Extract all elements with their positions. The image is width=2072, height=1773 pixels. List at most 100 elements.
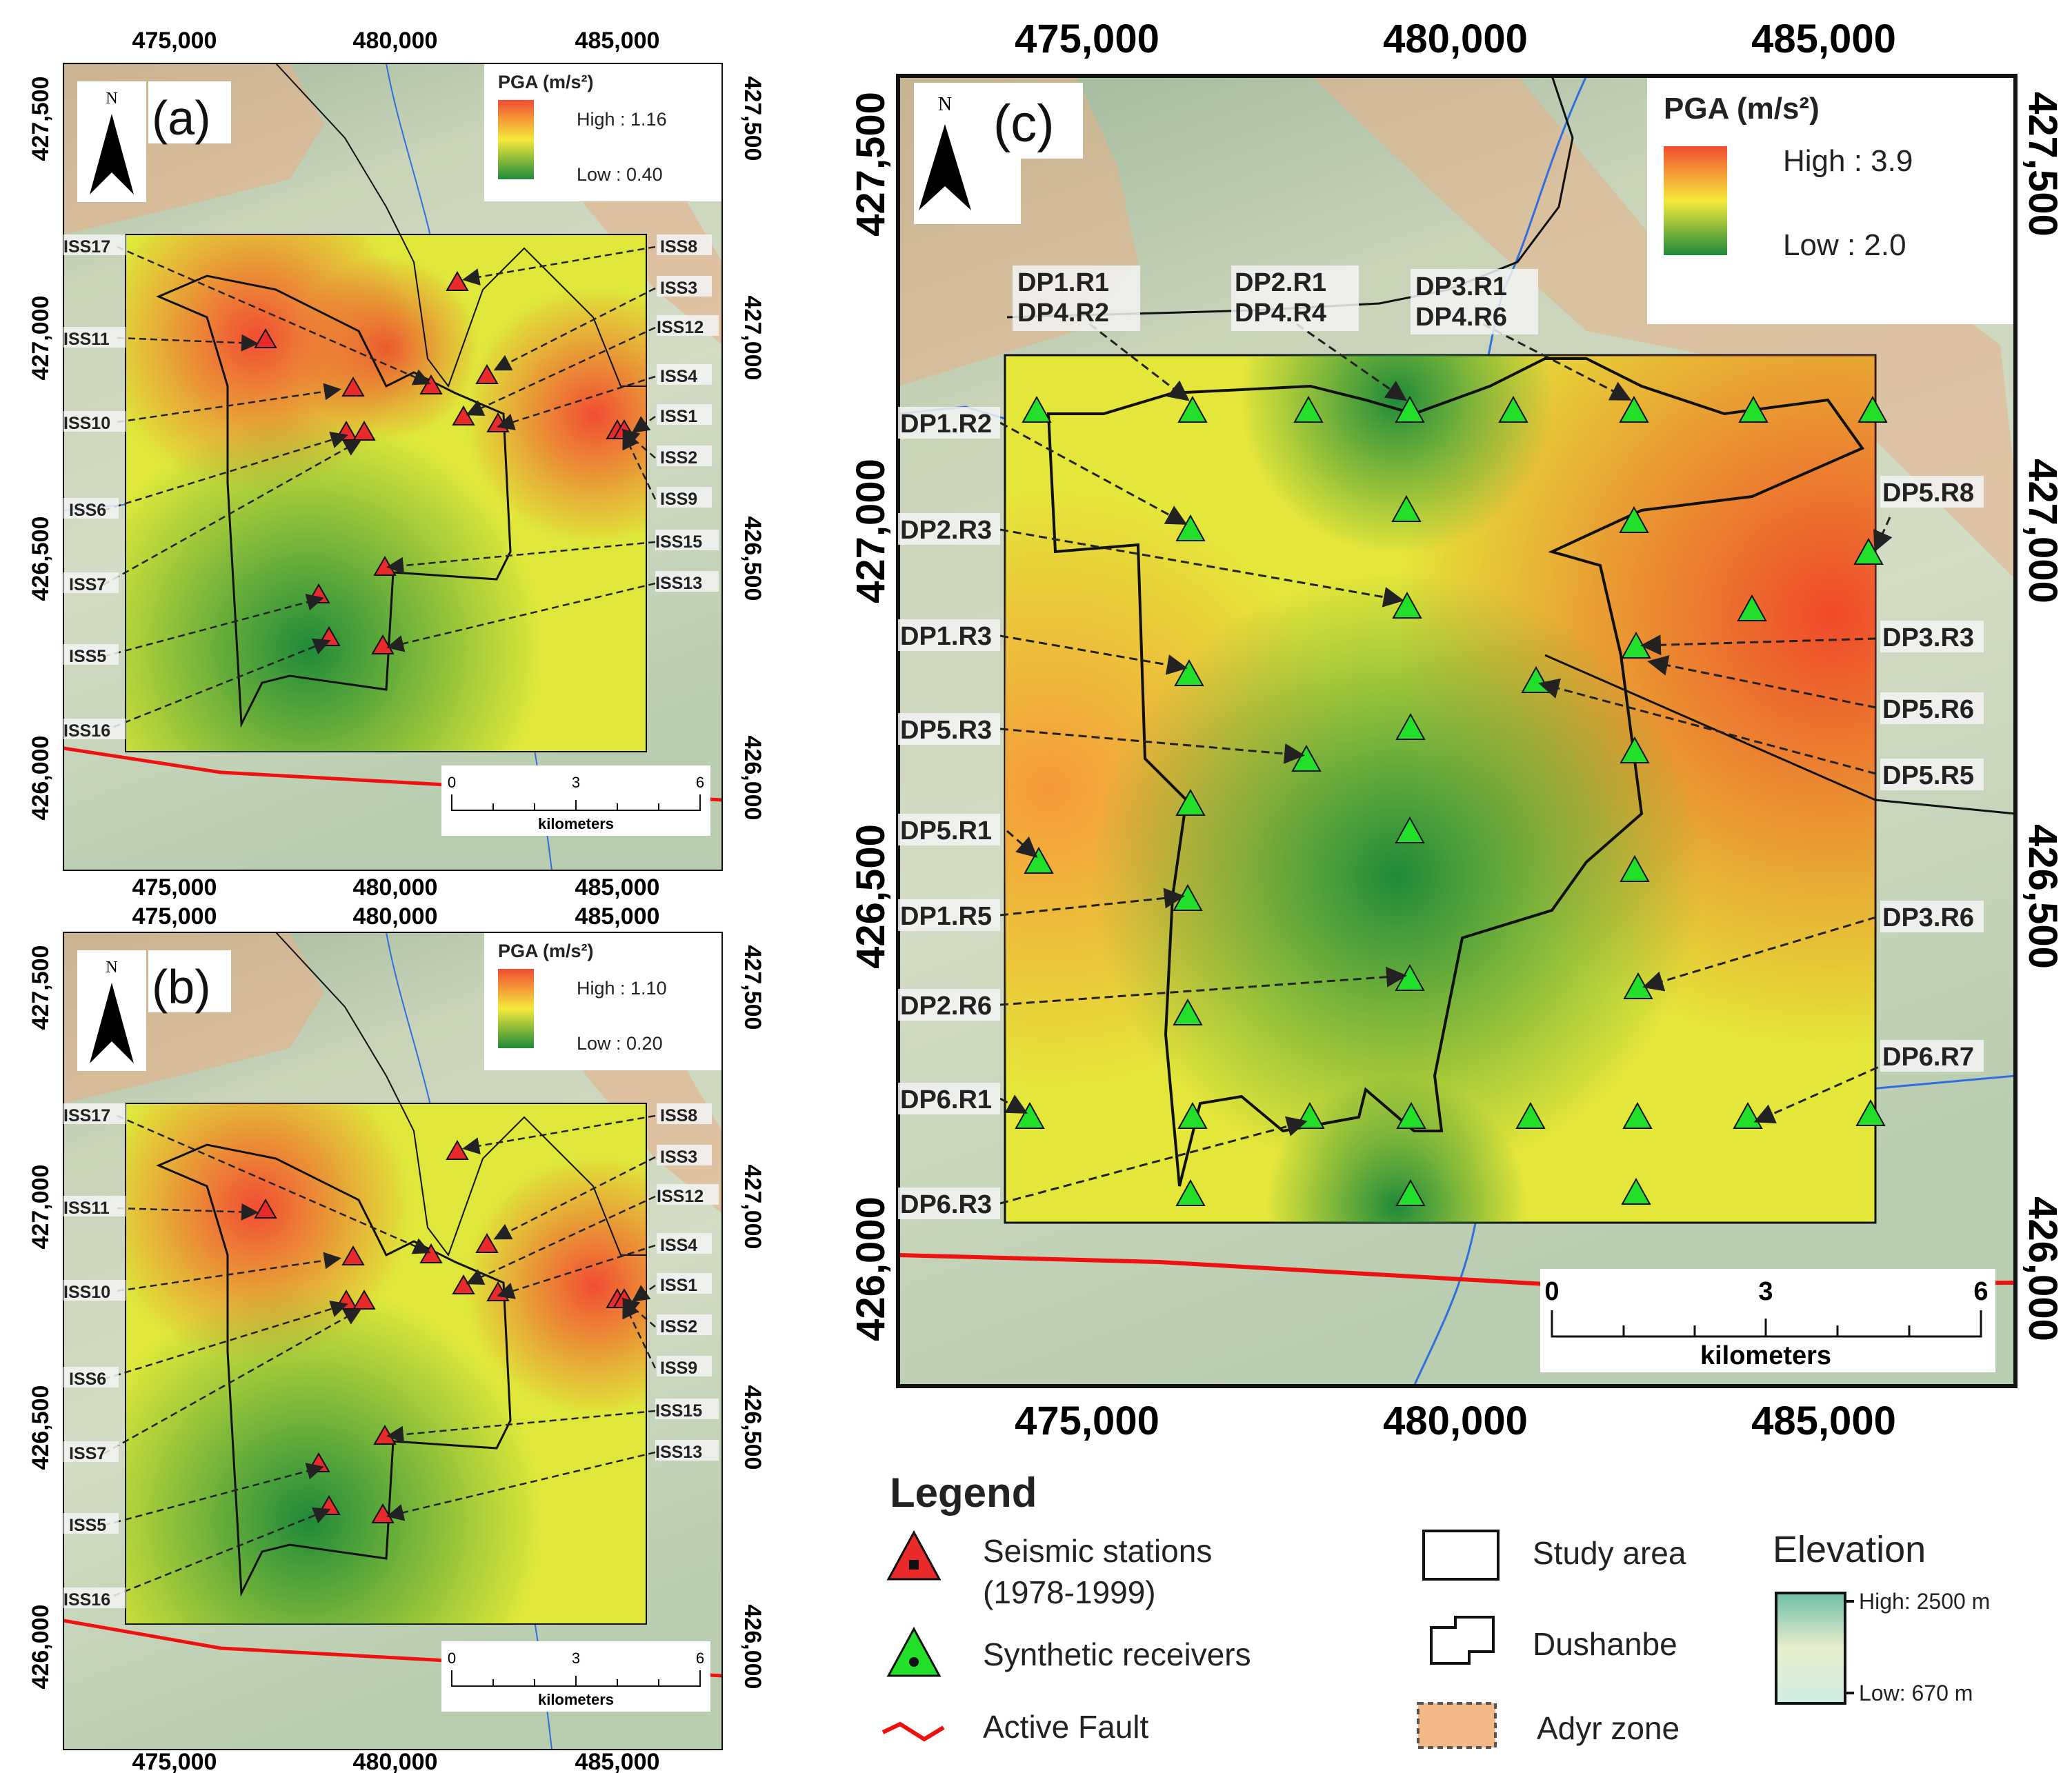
legend-receivers: Synthetic receivers: [983, 1636, 1251, 1672]
scale-tick-3: 3: [1758, 1277, 1773, 1306]
pga-legend-title: PGA (m/s²): [498, 72, 594, 92]
scale-tick-6: 6: [1973, 1277, 1988, 1306]
north-arrow-icon: [919, 124, 971, 210]
station-iss11: [254, 328, 277, 348]
receiver-label: DP1.R1: [1017, 268, 1109, 297]
y-tick: 426,500: [2020, 824, 2065, 969]
y-tick: 427,500: [2020, 92, 2065, 237]
adyr-zone: [1311, 76, 2015, 579]
receiver: [1395, 395, 1425, 423]
x-tick: 480,000: [1383, 17, 1528, 61]
y-tick: 426,500: [739, 1385, 766, 1470]
scale-tick-3: 3: [572, 774, 580, 791]
y-tick: 427,500: [739, 945, 766, 1030]
y-tick: 426,500: [739, 517, 766, 601]
y-tick: 426,000: [28, 736, 54, 821]
scale-tick-0: 0: [448, 1650, 456, 1667]
pga-legend-high: High : 1.10: [577, 978, 667, 999]
study-area-boundary: [1544, 654, 2016, 815]
scale-unit: kilometers: [1700, 1341, 1831, 1370]
green-triangle-icon: [886, 1626, 942, 1677]
label-arrows: [103, 1114, 657, 1601]
pga-legend-title: PGA (m/s²): [1664, 92, 1820, 126]
y-tick: 427,000: [28, 296, 54, 381]
label-arrows: [999, 323, 1893, 1205]
dushanbe-boundary: [1046, 357, 1865, 1187]
scale-tick-0: 0: [448, 774, 456, 791]
station-markers: [254, 270, 636, 654]
receiver-label: DP6.R1: [900, 1085, 992, 1114]
receiver: [1621, 1177, 1651, 1205]
receiver: [1857, 395, 1888, 423]
receiver-label: DP4.R4: [1235, 299, 1326, 328]
elevation-ramp: [1775, 1592, 1846, 1705]
station-label: ISS4: [660, 367, 697, 386]
station-label: ISS3: [660, 279, 697, 298]
receiver: [1177, 395, 1208, 423]
study-area-boundary: [275, 932, 646, 1257]
station-label: ISS2: [660, 448, 697, 468]
north-label: N: [938, 94, 952, 115]
label-arrows: [103, 246, 657, 732]
y-tick: 426,500: [28, 517, 54, 601]
station-iss4: [452, 1274, 475, 1294]
station-label: ISS7: [69, 575, 106, 594]
receiver-label: DP4.R6: [1415, 303, 1507, 332]
y-tick: 426,000: [739, 736, 766, 821]
station-label: ISS11: [63, 330, 110, 349]
receiver: [1175, 514, 1206, 541]
station-label: ISS12: [657, 1187, 704, 1206]
study-area-boundary: [275, 63, 646, 388]
scale-bar: [451, 794, 701, 811]
x-tick: 485,000: [575, 874, 660, 901]
y-tick: 426,500: [28, 1385, 54, 1470]
receiver-label: DP4.R2: [1017, 299, 1109, 328]
x-tick: 485,000: [575, 1749, 660, 1773]
receiver: [1395, 816, 1425, 843]
red-triangle-icon: [886, 1530, 942, 1581]
receiver-label: DP2.R1: [1235, 268, 1326, 297]
x-tick: 485,000: [1751, 17, 1896, 61]
receiver-label: DP2.R3: [900, 516, 992, 545]
station-label: ISS10: [63, 1283, 110, 1302]
receiver-labels-right: DP5.R8 DP3.R3 DP5.R6 DP5.R5 DP3.R6 DP6.R…: [1880, 476, 1984, 1072]
receiver: [1396, 1101, 1426, 1129]
panel-c: PGA (m/s²) High : 3.9 Low : 2.0 N (c) 0 …: [848, 17, 2065, 1443]
receiver: [1395, 1179, 1426, 1206]
station-labels-left: ISS17 ISS11 ISS10 ISS6 ISS7 ISS5 ISS16: [63, 234, 126, 741]
station-labels-right: ISS8 ISS3 ISS12 ISS4 ISS1 ISS2 ISS9 ISS1…: [655, 1103, 719, 1462]
station-label: ISS8: [660, 1106, 697, 1125]
station-label: ISS5: [69, 1516, 106, 1535]
pga-legend-high: High : 3.9: [1783, 144, 1913, 178]
dushanbe-icon: [1430, 1616, 1495, 1665]
legend-fault: Active Fault: [983, 1709, 1149, 1745]
scale-unit: kilometers: [538, 815, 614, 832]
scale-unit: kilometers: [538, 1691, 614, 1708]
station-iss4: [452, 405, 475, 425]
receiver-label: DP3.R1: [1415, 272, 1507, 301]
panel-label: (c): [993, 94, 1055, 153]
station-labels-left: ISS17 ISS11 ISS10 ISS6 ISS7 ISS5 ISS16: [63, 1103, 126, 1610]
north-arrow-icon: [90, 114, 134, 194]
receiver-label: DP5.R6: [1882, 695, 1974, 724]
x-tick: 485,000: [1751, 1399, 1896, 1443]
y-tick: 427,500: [739, 77, 766, 161]
station-label: ISS11: [63, 1199, 110, 1218]
y-tick: 426,000: [2020, 1196, 2065, 1341]
scale-tick-3: 3: [572, 1650, 580, 1667]
x-tick: 485,000: [575, 28, 660, 54]
station-label: ISS15: [655, 532, 702, 552]
y-tick: 426,500: [848, 824, 893, 969]
map-legend: Legend Seismic stations (1978-1999) Synt…: [881, 1470, 1990, 1749]
y-tick: 426,000: [739, 1605, 766, 1690]
panel-label: (b): [152, 960, 211, 1014]
dushanbe-boundary: [156, 1143, 512, 1597]
station-iss3: [475, 1232, 499, 1253]
scale-bar: [451, 1670, 701, 1687]
station-label: ISS13: [655, 1443, 702, 1462]
receiver: [1024, 846, 1054, 874]
legend-study-area: Study area: [1533, 1535, 1686, 1571]
receiver-label: DP3.R6: [1882, 903, 1974, 932]
legend-stations: Seismic stations: [983, 1533, 1212, 1569]
